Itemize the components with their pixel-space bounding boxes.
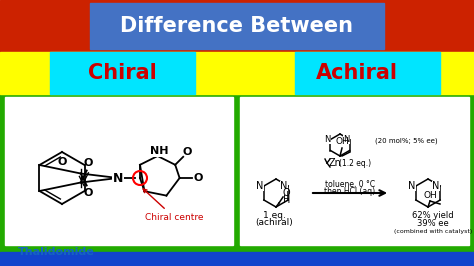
Text: OH: OH: [335, 138, 349, 147]
Bar: [90, 3, 384, 49]
Bar: [0, 95, 474, 125]
Text: NH: NH: [150, 146, 169, 156]
Text: H: H: [283, 195, 291, 205]
Bar: [5, 97, 233, 245]
Text: O: O: [57, 157, 67, 167]
Text: O: O: [83, 159, 92, 168]
Bar: [0, 52, 237, 94]
Text: O: O: [83, 188, 92, 197]
Text: O: O: [282, 188, 290, 198]
Text: OH: OH: [423, 190, 437, 200]
Text: 62% yield: 62% yield: [412, 210, 454, 219]
Text: N: N: [281, 181, 288, 191]
Bar: [237, 52, 474, 94]
Text: toluene, 0 °C: toluene, 0 °C: [325, 180, 375, 189]
Text: N: N: [408, 181, 416, 191]
Text: N: N: [256, 181, 264, 191]
Text: Achiral: Achiral: [316, 63, 398, 83]
Text: (combined with catalyst): (combined with catalyst): [394, 228, 472, 234]
Bar: [0, 110, 474, 266]
Text: (1.2 eq.): (1.2 eq.): [339, 159, 371, 168]
Text: N: N: [343, 135, 350, 144]
Text: N: N: [324, 135, 331, 144]
Text: then HCl (aq): then HCl (aq): [324, 188, 375, 197]
Text: O: O: [182, 147, 192, 157]
Text: Chiral: Chiral: [88, 63, 156, 83]
Text: O: O: [194, 173, 203, 183]
Bar: [50, 52, 195, 94]
Bar: [295, 52, 440, 94]
Text: (achiral): (achiral): [255, 218, 293, 227]
Text: Zn: Zn: [328, 158, 341, 168]
Text: (20 mol%; 5% ee): (20 mol%; 5% ee): [375, 138, 438, 144]
Text: 39% ee: 39% ee: [417, 218, 449, 227]
Text: Thalidomide: Thalidomide: [18, 247, 95, 257]
Text: N: N: [113, 172, 123, 185]
Text: 1 eq.: 1 eq.: [263, 210, 285, 219]
Text: N: N: [432, 181, 440, 191]
Text: Difference Between: Difference Between: [120, 16, 354, 36]
Bar: [0, 252, 474, 266]
Bar: [240, 97, 469, 245]
Text: Chiral centre: Chiral centre: [143, 189, 203, 222]
